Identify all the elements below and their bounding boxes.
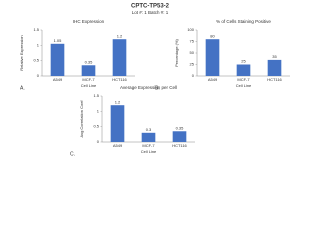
value-label: 0.3 xyxy=(146,127,152,132)
bar xyxy=(236,64,251,76)
y-tick-label: 0.5 xyxy=(33,58,39,63)
x-axis-label: Cell Line xyxy=(81,83,97,88)
x-axis-label: Cell Line xyxy=(141,149,157,154)
x-tick-label: A549 xyxy=(53,77,63,82)
y-tick-label: 0 xyxy=(37,73,40,78)
chart-title: IHC Expression xyxy=(73,19,105,24)
y-tick-label: 100 xyxy=(187,27,194,32)
y-axis-label: Relative Expression xyxy=(19,35,24,70)
x-tick-label: HCT116 xyxy=(112,77,127,82)
y-axis-label: Percentage (%) xyxy=(174,38,179,66)
value-label: 35 xyxy=(272,54,277,59)
y-tick-label: 25 xyxy=(190,62,195,67)
bar xyxy=(110,105,125,142)
y-tick-label: 1.5 xyxy=(33,27,39,32)
y-tick-label: 75 xyxy=(190,39,195,44)
bar xyxy=(141,132,156,142)
y-tick-label: 50 xyxy=(190,50,195,55)
page-title: CPTC-TP53-2 xyxy=(131,4,170,10)
bar xyxy=(267,59,282,76)
x-tick-label: A549 xyxy=(208,77,218,82)
bar xyxy=(112,39,127,76)
value-label: 25 xyxy=(241,59,246,64)
x-axis-label: Cell Line xyxy=(236,83,252,88)
value-label: 0.35 xyxy=(85,59,94,64)
x-tick-label: HCT116 xyxy=(172,143,187,148)
y-tick-label: 0.5 xyxy=(93,124,99,129)
chart-title: Average Expression per Cell xyxy=(120,85,177,90)
x-tick-label: MCF-7 xyxy=(142,143,155,148)
x-tick-label: MCF-7 xyxy=(82,77,95,82)
value-label: 1.2 xyxy=(115,99,121,104)
x-tick-label: A549 xyxy=(113,143,123,148)
page-subtitle: Lot #: 1 Batch #: 1 xyxy=(132,10,169,15)
value-label: 1.2 xyxy=(117,33,123,38)
y-tick-label: 1 xyxy=(97,108,100,113)
panel-label: A. xyxy=(20,85,25,91)
bar xyxy=(81,65,96,76)
page: CPTC-TP53-2 Lot #: 1 Batch #: 1 IHC Expr… xyxy=(19,4,290,157)
y-tick-label: 0 xyxy=(97,139,100,144)
panel-label: B. xyxy=(155,85,160,91)
bar xyxy=(205,39,220,76)
bar xyxy=(50,43,65,76)
value-label: 1.05 xyxy=(54,38,63,43)
y-tick-label: 1 xyxy=(37,42,40,47)
chart-title: % of Cells Staining Positive xyxy=(216,19,271,24)
x-tick-label: HCT116 xyxy=(267,77,282,82)
value-label: 80 xyxy=(210,33,215,38)
value-label: 0.35 xyxy=(176,125,185,130)
y-tick-label: 1.5 xyxy=(93,93,99,98)
y-tick-label: 0 xyxy=(192,73,195,78)
x-tick-label: MCF-7 xyxy=(237,77,250,82)
y-axis-label: Avg Correlation Coef xyxy=(79,100,84,138)
panel-label: C. xyxy=(70,151,75,157)
bar xyxy=(172,131,187,142)
